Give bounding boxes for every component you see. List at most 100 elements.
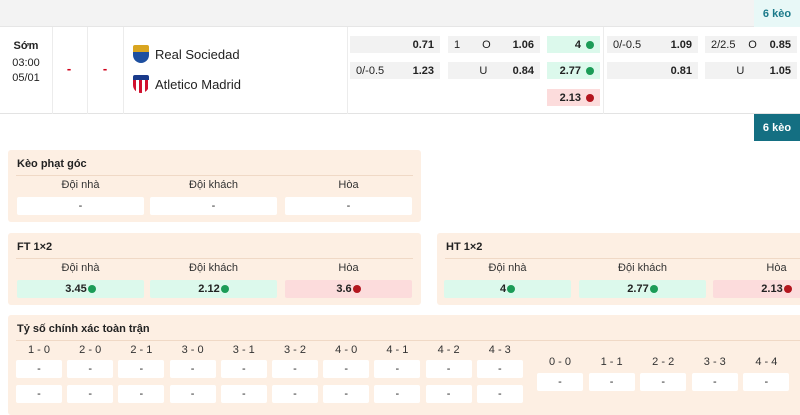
odds-cell[interactable]: 0/-0.5 1.23 <box>350 62 440 79</box>
score-label: 4 - 2 <box>437 344 460 356</box>
panel-title: FT 1×2 <box>17 241 53 253</box>
column-label: Hòa <box>338 179 359 191</box>
column-label: Đội nhà <box>488 262 527 274</box>
ht-1x2-panel: HT 1×2 Đội nhà 4 Đội khách 2.77 Hòa 2.13 <box>437 233 800 305</box>
home-score-odds[interactable]: - <box>374 360 421 378</box>
score-label: 2 - 0 <box>79 344 102 356</box>
odds-cell[interactable]: U 0.84 <box>448 62 540 79</box>
home-score-odds[interactable]: - <box>67 360 114 378</box>
odds-side: O <box>748 38 757 51</box>
odds-box[interactable]: - <box>285 197 412 215</box>
draw-score-odds[interactable]: - <box>588 373 635 391</box>
score-label: 3 - 1 <box>232 344 255 356</box>
odds-cell[interactable]: U 1.05 <box>705 62 797 79</box>
home-score-odds[interactable]: - <box>220 360 267 378</box>
arrow-down-icon <box>352 285 361 293</box>
odds-cell[interactable]: 0.71 <box>350 36 440 53</box>
away-score-odds[interactable]: - <box>476 385 523 403</box>
away-team[interactable]: Atletico Madrid <box>133 75 241 93</box>
odds-value: 2.77 <box>627 283 649 295</box>
odds-cell[interactable]: 2/2.5 O 0.85 <box>705 36 797 53</box>
odds-line: 2/2.5 <box>711 38 736 51</box>
score-label: 2 - 1 <box>130 344 153 356</box>
match-row: Sớm 03:00 05/01 - - Real Sociedad Atleti… <box>0 27 800 114</box>
odds-box[interactable]: 2.13 <box>713 280 800 298</box>
odds-value: 1.06 <box>512 38 534 51</box>
draw-score-odds[interactable]: - <box>691 373 738 391</box>
home-score-odds[interactable]: - <box>425 360 472 378</box>
atletico-crest-icon <box>133 75 149 93</box>
odds-side: O <box>482 38 491 51</box>
home-team[interactable]: Real Sociedad <box>133 45 240 63</box>
home-score-odds[interactable]: - <box>169 360 216 378</box>
1x2-odds-cell[interactable]: 2.77 <box>547 62 600 79</box>
draw-score-odds[interactable]: - <box>537 373 583 391</box>
odds-box[interactable]: 3.6 <box>285 280 412 298</box>
odds-cell[interactable]: 0/-0.5 1.09 <box>607 36 698 53</box>
column-label: Đội khách <box>189 179 238 191</box>
odds-box[interactable]: 3.45 <box>17 280 144 298</box>
away-score-odds[interactable]: - <box>67 385 114 403</box>
odds-value: 1.23 <box>412 64 434 77</box>
odds-box[interactable]: 2.77 <box>579 280 706 298</box>
odds-count-badge[interactable]: 6 kèo <box>754 0 800 27</box>
odds-cell[interactable]: 1 O 1.06 <box>448 36 540 53</box>
odds-box[interactable]: 4 <box>444 280 571 298</box>
odds-value: 2.13 <box>761 283 783 295</box>
column-label: Hòa <box>338 262 359 274</box>
column-label: Hòa <box>766 262 787 274</box>
score-label: 1 - 0 <box>27 344 50 356</box>
arrow-up-icon <box>507 285 516 293</box>
panel-title: Kèo phạt góc <box>17 158 87 170</box>
corner-odds-panel: Kèo phạt góc Đội nhà - Đội khách - Hòa - <box>8 150 421 222</box>
odds-value: 0.81 <box>670 64 692 77</box>
away-score-odds[interactable]: - <box>220 385 267 403</box>
match-time: Sớm 03:00 05/01 <box>0 39 52 86</box>
odds-value: 4 <box>499 283 507 295</box>
away-score-odds[interactable]: - <box>425 385 472 403</box>
home-score-odds[interactable]: - <box>118 360 165 378</box>
away-score-odds[interactable]: - <box>374 385 421 403</box>
draw-score-label: 4 - 4 <box>755 356 778 368</box>
ft-1x2-panel: FT 1×2 Đội nhà 3.45 Đội khách 2.12 Hòa 3.6 <box>8 233 421 305</box>
draw-score-label: 0 - 0 <box>548 356 571 368</box>
odds-box[interactable]: 2.12 <box>150 280 277 298</box>
away-score: - <box>102 61 108 76</box>
draw-score-odds[interactable]: - <box>640 373 687 391</box>
home-score-odds[interactable]: - <box>476 360 523 378</box>
arrow-down-icon <box>586 93 594 102</box>
away-score-odds[interactable]: - <box>169 385 216 403</box>
draw-score-odds[interactable]: - <box>743 373 790 391</box>
home-score-odds[interactable]: - <box>272 360 318 378</box>
away-score-odds[interactable]: - <box>16 385 62 403</box>
real-sociedad-crest-icon <box>133 45 149 63</box>
1x2-odds-cell[interactable]: 2.13 <box>547 89 600 106</box>
draw-score-label: 2 - 2 <box>652 356 675 368</box>
odds-value: 2.13 <box>559 91 581 104</box>
kickoff-time: 03:00 <box>12 57 40 69</box>
away-score-odds[interactable]: - <box>118 385 165 403</box>
correct-score-panel: Tỷ số chính xác toàn trận 1 - 0--2 - 0--… <box>8 315 800 415</box>
away-score-odds[interactable]: - <box>272 385 318 403</box>
odds-line: 0/-0.5 <box>356 64 385 77</box>
top-bar <box>0 0 800 27</box>
column-label: Đội khách <box>189 262 238 274</box>
odds-box[interactable]: - <box>150 197 277 215</box>
odds-value: 2.12 <box>198 283 220 295</box>
away-score-odds[interactable]: - <box>323 385 370 403</box>
odds-value: 4 <box>574 38 581 51</box>
arrow-up-icon <box>87 285 96 293</box>
score-label: 4 - 0 <box>335 344 358 356</box>
home-score-odds[interactable]: - <box>323 360 370 378</box>
arrow-down-icon <box>783 285 792 293</box>
column-label: Đội nhà <box>61 262 100 274</box>
panel-title: Tỷ số chính xác toàn trận <box>17 323 150 335</box>
odds-box[interactable]: - <box>17 197 144 215</box>
1x2-odds-cell[interactable]: 4 <box>547 36 600 53</box>
odds-line: 0/-0.5 <box>613 38 642 51</box>
column-label: Đội khách <box>618 262 667 274</box>
home-score-odds[interactable]: - <box>16 360 62 378</box>
odds-cell[interactable]: 0.81 <box>607 62 698 79</box>
score-label: 4 - 3 <box>488 344 511 356</box>
more-odds-button[interactable]: 6 kèo <box>754 114 800 141</box>
